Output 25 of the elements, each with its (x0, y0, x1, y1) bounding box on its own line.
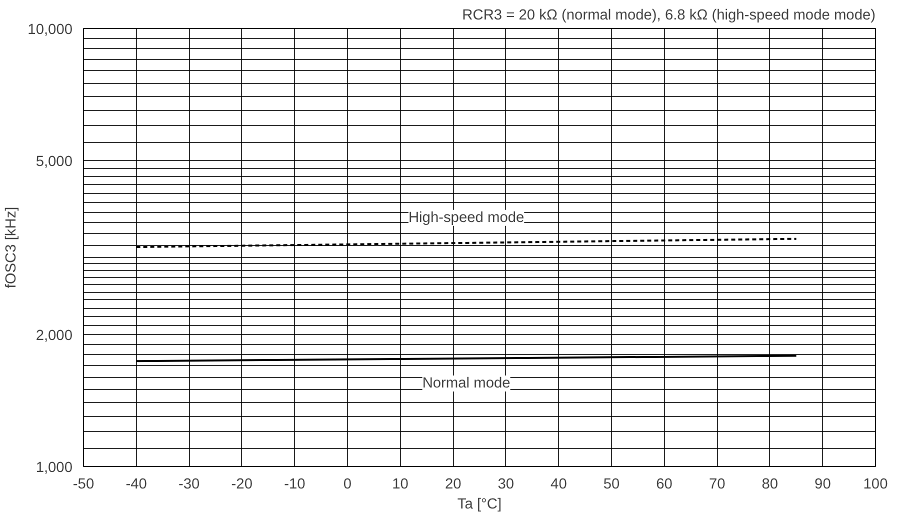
chart-subtitle: RCR3 = 20 kΩ (normal mode), 6.8 kΩ (high-speed mode mode) (462, 8, 876, 24)
x-tick-label: 20 (444, 476, 462, 492)
x-tick-label: 100 (863, 476, 888, 492)
x-tick-label: 90 (814, 476, 831, 492)
y-axis-title: fOSC3 [kHz] (4, 206, 20, 288)
y-tick-label: 1,000 (36, 460, 73, 476)
x-tick-label: 50 (603, 476, 620, 492)
x-tick-label: 30 (498, 476, 514, 492)
y-tick-label: 5,000 (36, 154, 73, 170)
x-tick-label: -40 (126, 476, 147, 492)
x-tick-label: 80 (762, 476, 778, 492)
x-tick-label: -50 (72, 476, 94, 492)
y-tick-label: 2,000 (36, 328, 73, 344)
x-tick-label: 60 (656, 476, 672, 492)
series-label: Normal mode (422, 375, 510, 392)
series-label: High-speed mode (408, 210, 524, 226)
x-tick-label: -10 (284, 476, 306, 492)
x-axis-title: Ta [°C] (457, 496, 502, 512)
x-tick-label: 0 (343, 476, 352, 492)
x-tick-label: 10 (392, 476, 408, 492)
y-tick-label: 10,000 (28, 22, 72, 38)
x-tick-label: -20 (231, 476, 252, 492)
x-tick-label: -30 (178, 476, 200, 492)
x-tick-label: 70 (708, 476, 726, 492)
x-tick-label: 40 (550, 476, 567, 492)
